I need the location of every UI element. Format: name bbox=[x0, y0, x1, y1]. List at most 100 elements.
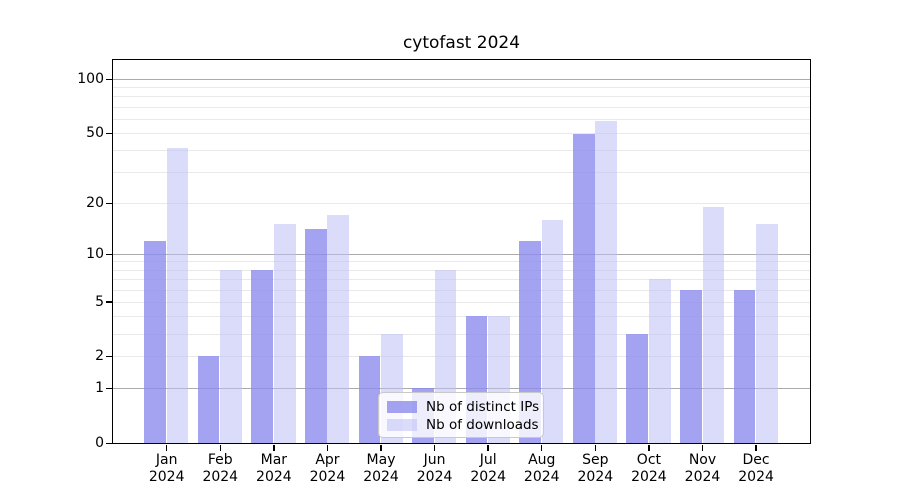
x-tick-mark-nov bbox=[701, 445, 704, 451]
bar-nb-of-distinct-ips-feb bbox=[197, 356, 220, 443]
x-tick-label-month: Sep bbox=[582, 452, 609, 468]
x-tick-mark-jun bbox=[433, 445, 436, 451]
bar-nb-of-downloads-jan bbox=[166, 148, 189, 443]
gridline-major-100 bbox=[113, 79, 810, 80]
bar-nb-of-downloads-aug bbox=[541, 219, 564, 443]
y-tick-mark-1 bbox=[106, 388, 113, 390]
legend: Nb of distinct IPs Nb of downloads bbox=[378, 392, 544, 438]
x-tick-mark-jan bbox=[166, 445, 168, 451]
x-tick-label-month: Feb bbox=[207, 452, 233, 468]
y-tick-label-50: 50 bbox=[86, 124, 104, 141]
chart-title: cytofast 2024 bbox=[402, 33, 521, 53]
gridline-major-10 bbox=[113, 253, 810, 255]
x-tick-label-year: 2024 bbox=[363, 469, 399, 485]
x-tick-label-year: 2024 bbox=[202, 469, 239, 485]
x-tick-label-year: 2024 bbox=[523, 469, 560, 485]
gridline-minor-4 bbox=[113, 316, 810, 318]
gridline-minor-6 bbox=[113, 289, 810, 291]
gridline-minor-5 bbox=[113, 301, 810, 303]
y-axis-labels: 0 1 2 5 10 20 50 100 bbox=[0, 60, 104, 451]
gridline-major-1 bbox=[113, 388, 810, 390]
x-tick-label-feb: Feb 2024 bbox=[188, 452, 252, 486]
y-tick-label-5: 5 bbox=[95, 293, 104, 310]
gridline-minor-2 bbox=[113, 356, 810, 358]
bar-nb-of-distinct-ips-nov bbox=[680, 289, 702, 443]
x-tick-label-year: 2024 bbox=[416, 469, 453, 485]
x-tick-mark-apr bbox=[326, 445, 329, 451]
bar-nb-of-downloads-dec bbox=[756, 224, 778, 443]
x-tick-label-oct: Oct 2024 bbox=[617, 452, 681, 486]
gridline-minor-80 bbox=[113, 96, 810, 98]
bar-nb-of-downloads-feb bbox=[220, 269, 242, 443]
legend-label-downloads: Nb of downloads bbox=[426, 417, 539, 433]
x-tick-label-month: Nov bbox=[688, 452, 717, 468]
gridline-minor-50 bbox=[113, 132, 810, 134]
x-tick-mark-jul bbox=[487, 445, 489, 451]
gridline-minor-30 bbox=[113, 172, 810, 174]
y-tick-label-0: 0 bbox=[95, 435, 104, 451]
x-tick-label-sep: Sep 2024 bbox=[563, 452, 627, 486]
x-tick-label-jun: Jun 2024 bbox=[403, 452, 467, 486]
y-tick-mark-5 bbox=[106, 301, 113, 303]
legend-swatch-distinct-ips bbox=[387, 401, 417, 413]
gridline-minor-90 bbox=[113, 87, 810, 89]
bar-nb-of-distinct-ips-jan bbox=[144, 240, 166, 443]
legend-item-downloads: Nb of downloads bbox=[387, 416, 543, 434]
bar-nb-of-distinct-ips-mar bbox=[251, 269, 274, 443]
y-tick-mark-100 bbox=[106, 78, 113, 81]
x-tick-mark-feb bbox=[219, 445, 221, 451]
x-tick-label-month: Dec bbox=[742, 452, 770, 468]
x-tick-label-month: May bbox=[366, 452, 396, 468]
x-tick-mark-oct bbox=[648, 445, 650, 451]
bar-nb-of-distinct-ips-may bbox=[358, 356, 381, 443]
x-tick-label-month: Aug bbox=[528, 452, 556, 468]
x-tick-label-month: Jun bbox=[423, 452, 446, 468]
gridline-minor-8 bbox=[113, 269, 810, 271]
x-tick-label-month: Apr bbox=[315, 452, 340, 468]
gridline-minor-20 bbox=[113, 202, 810, 204]
x-tick-mark-dec bbox=[755, 445, 757, 451]
x-tick-label-year: 2024 bbox=[738, 469, 774, 485]
x-tick-label-month: Oct bbox=[636, 452, 662, 468]
y-tick-mark-0 bbox=[106, 442, 113, 445]
x-tick-label-year: 2024 bbox=[684, 469, 721, 485]
x-tick-label-month: Jul bbox=[479, 452, 497, 468]
x-tick-label-year: 2024 bbox=[577, 469, 614, 485]
x-tick-label-aug: Aug 2024 bbox=[510, 452, 574, 486]
x-tick-label-year: 2024 bbox=[631, 469, 667, 485]
gridline-minor-7 bbox=[113, 278, 810, 280]
y-tick-mark-20 bbox=[106, 202, 113, 204]
y-tick-label-1: 1 bbox=[95, 380, 104, 397]
gridline-minor-3 bbox=[113, 333, 810, 335]
bar-nb-of-distinct-ips-sep bbox=[572, 134, 595, 443]
x-tick-label-year: 2024 bbox=[148, 469, 185, 485]
x-tick-label-may: May 2024 bbox=[349, 452, 413, 486]
x-tick-label-year: 2024 bbox=[470, 469, 506, 485]
x-tick-mark-sep bbox=[594, 445, 597, 451]
x-tick-label-jan: Jan 2024 bbox=[135, 452, 199, 486]
bar-nb-of-downloads-apr bbox=[327, 215, 350, 443]
x-tick-label-nov: Nov 2024 bbox=[671, 452, 735, 486]
x-tick-label-jul: Jul 2024 bbox=[456, 452, 520, 486]
legend-label-distinct-ips: Nb of distinct IPs bbox=[426, 399, 540, 415]
bar-nb-of-downloads-mar bbox=[273, 224, 296, 443]
x-tick-label-year: 2024 bbox=[256, 469, 292, 485]
x-tick-mark-mar bbox=[273, 445, 275, 451]
bar-nb-of-downloads-sep bbox=[595, 121, 618, 443]
x-tick-label-month: Jan bbox=[155, 452, 178, 468]
y-tick-label-2: 2 bbox=[95, 348, 104, 365]
bar-nb-of-distinct-ips-apr bbox=[304, 229, 327, 443]
gridline-minor-70 bbox=[113, 106, 810, 108]
y-tick-label-10: 10 bbox=[86, 245, 104, 262]
bar-nb-of-downloads-oct bbox=[648, 278, 671, 443]
legend-swatch-downloads bbox=[387, 419, 417, 431]
x-tick-label-year: 2024 bbox=[309, 469, 346, 485]
gridline-minor-40 bbox=[113, 150, 810, 152]
x-tick-mark-aug bbox=[541, 445, 543, 451]
bar-nb-of-distinct-ips-oct bbox=[626, 333, 649, 443]
gridline-minor-60 bbox=[113, 118, 810, 120]
x-tick-label-apr: Apr 2024 bbox=[295, 452, 359, 486]
y-tick-mark-10 bbox=[106, 253, 113, 255]
bar-nb-of-downloads-nov bbox=[702, 206, 725, 443]
